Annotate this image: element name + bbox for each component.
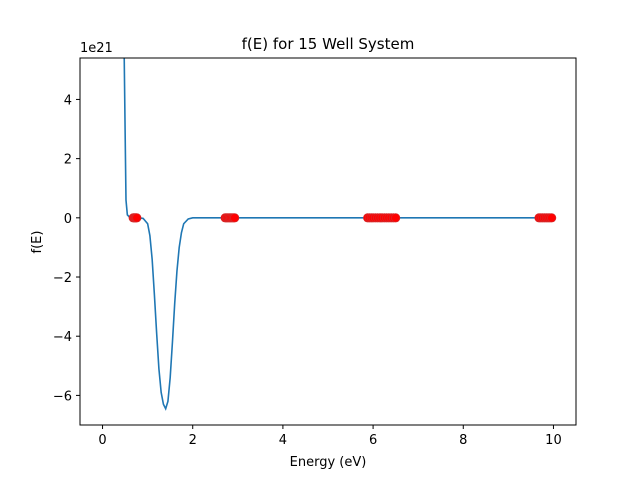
- x-tick-label: 6: [369, 433, 377, 448]
- root-marker: [391, 213, 401, 223]
- x-axis-label: Energy (eV): [290, 455, 367, 470]
- y-axis-label: f(E): [30, 231, 45, 254]
- y-tick-label: −2: [53, 271, 72, 286]
- root-marker: [132, 213, 142, 223]
- chart-title: f(E) for 15 Well System: [242, 35, 415, 53]
- x-tick-label: 2: [189, 433, 197, 448]
- y-tick-label: 0: [64, 212, 72, 227]
- x-tick-label: 4: [279, 433, 287, 448]
- root-marker: [230, 213, 240, 223]
- x-tick-label: 8: [459, 433, 467, 448]
- axis-ticks: 0 2 4 6 8 10 −6 −4 −2 0 2 4: [53, 93, 562, 448]
- y-tick-label: 2: [64, 153, 72, 168]
- axes-frame: [79, 57, 577, 426]
- x-tick-label: 0: [98, 433, 106, 448]
- y-tick-label: 4: [64, 93, 72, 108]
- x-tick-label: 10: [545, 433, 562, 448]
- plot-area: [123, 58, 557, 411]
- root-marker: [547, 213, 557, 223]
- y-tick-label: −6: [53, 389, 72, 404]
- y-offset-text: 1e21: [80, 41, 113, 56]
- y-tick-label: −4: [53, 330, 72, 345]
